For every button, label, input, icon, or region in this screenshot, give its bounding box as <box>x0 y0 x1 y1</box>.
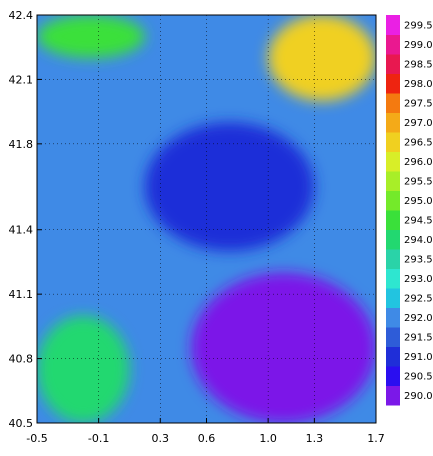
colorbar-swatch <box>386 73 400 94</box>
colorbar-label: 294.0 <box>404 235 433 246</box>
colorbar-swatch <box>386 229 400 250</box>
region-central-low <box>144 122 315 252</box>
colorbar-swatch <box>386 346 400 367</box>
x-tick-label: 1.7 <box>367 432 385 445</box>
y-axis: 40.5 40.8 41.1 41.4 41.8 42.1 42.4 <box>9 9 42 430</box>
colorbar-swatch <box>386 249 400 269</box>
colorbar-label: 297.5 <box>404 98 433 109</box>
colorbar-label: 299.5 <box>404 20 433 31</box>
colorbar-label: 294.5 <box>404 215 433 226</box>
x-tick-label: 0.3 <box>152 432 170 445</box>
x-tick-label: 0.6 <box>198 432 216 445</box>
region-north-west-high <box>37 15 145 58</box>
colorbar-label: 296.5 <box>404 137 433 148</box>
y-tick-label: 42.4 <box>9 9 34 22</box>
colorbar-label: 291.5 <box>404 332 433 343</box>
colorbar-label: 290.5 <box>404 371 433 382</box>
colorbar-label: 292.0 <box>404 313 433 324</box>
colorbar-swatch <box>386 15 400 35</box>
colorbar-label: 291.0 <box>404 352 433 363</box>
colorbar-swatch <box>386 151 400 172</box>
colorbar-swatch <box>386 288 400 308</box>
colorbar-label: 293.0 <box>404 274 433 285</box>
colorbar-swatch <box>386 34 400 55</box>
colorbar-label: 295.0 <box>404 196 433 207</box>
colorbar-label: 296.0 <box>404 157 433 168</box>
x-tick-label: -0.5 <box>26 432 47 445</box>
colorbar-label: 298.5 <box>404 59 433 70</box>
colorbar-swatch <box>386 112 400 133</box>
region-south-east-low <box>191 272 376 423</box>
colorbar-label: 290.0 <box>404 391 433 402</box>
y-tick-label: 41.4 <box>9 224 34 237</box>
x-tick-label: 1.0 <box>259 432 277 445</box>
gridlines <box>37 15 376 423</box>
region-north-east-high <box>268 15 376 101</box>
colorbar-label: 295.5 <box>404 176 433 187</box>
y-tick-label: 40.8 <box>9 353 34 366</box>
colorbar-swatch <box>386 327 400 347</box>
x-tick-label: 1.3 <box>306 432 324 445</box>
colorbar-swatch <box>386 385 400 406</box>
colorbar-label: 292.5 <box>404 293 433 304</box>
region-south-west-high <box>37 315 130 423</box>
x-axis: -0.5 -0.1 0.3 0.6 1.0 1.3 1.7 <box>26 418 385 445</box>
colorbar-label: 293.5 <box>404 254 433 265</box>
y-tick-label: 40.5 <box>9 417 34 430</box>
colorbar-swatch <box>386 307 400 328</box>
y-tick-label: 41.8 <box>9 138 34 151</box>
colorbar-swatch <box>386 366 400 386</box>
colorbar-label: 299.0 <box>404 40 433 51</box>
y-tick-label: 42.1 <box>9 73 34 86</box>
y-tick-label: 41.1 <box>9 288 34 301</box>
colorbar-label: 298.0 <box>404 79 433 90</box>
colorbar-swatch <box>386 93 400 113</box>
x-tick-label: -0.1 <box>88 432 109 445</box>
colorbar-swatch <box>386 132 400 152</box>
colorbar-swatch <box>386 268 400 289</box>
colorbar-swatch <box>386 54 400 74</box>
colorbar-label: 297.0 <box>404 118 433 129</box>
colorbar-swatch <box>386 210 400 230</box>
colorbar-swatch <box>386 171 400 191</box>
colorbar: 290.0 290.5 291.0 291.5 292.0 292.5 293.0 293.5… <box>386 15 433 406</box>
colorbar-swatch <box>386 190 400 211</box>
